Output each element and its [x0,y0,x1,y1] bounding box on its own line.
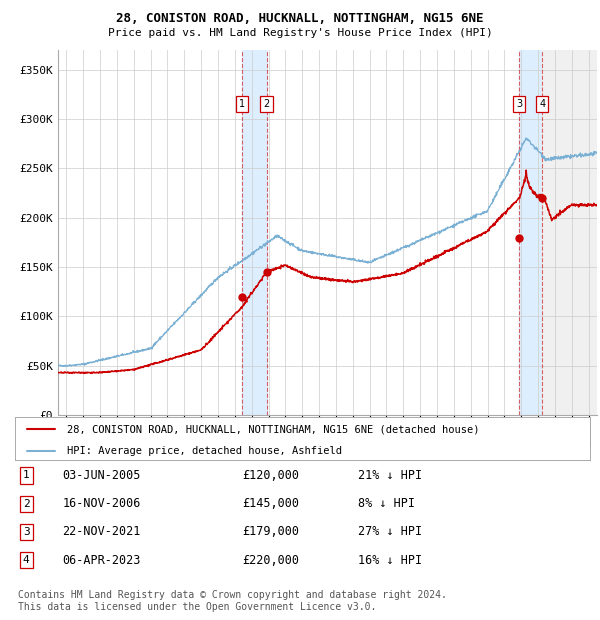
Text: 1: 1 [23,471,29,480]
Text: 28, CONISTON ROAD, HUCKNALL, NOTTINGHAM, NG15 6NE (detached house): 28, CONISTON ROAD, HUCKNALL, NOTTINGHAM,… [67,424,479,434]
Text: 22-NOV-2021: 22-NOV-2021 [62,525,140,538]
Text: 16% ↓ HPI: 16% ↓ HPI [358,554,422,567]
Text: 27% ↓ HPI: 27% ↓ HPI [358,525,422,538]
Text: 16-NOV-2006: 16-NOV-2006 [62,497,140,510]
Text: 3: 3 [516,99,523,109]
Text: 3: 3 [23,527,29,537]
Text: £179,000: £179,000 [242,525,299,538]
Bar [242,50,266,415]
Text: 4: 4 [23,555,29,565]
Bar [542,50,597,415]
Text: 06-APR-2023: 06-APR-2023 [62,554,140,567]
Text: £145,000: £145,000 [242,497,299,510]
Text: 21% ↓ HPI: 21% ↓ HPI [358,469,422,482]
Text: 2: 2 [23,498,29,508]
Text: £220,000: £220,000 [242,554,299,567]
Text: HPI: Average price, detached house, Ashfield: HPI: Average price, detached house, Ashf… [67,446,342,456]
Text: 2: 2 [263,99,269,109]
Text: 1: 1 [239,99,245,109]
Bar [520,50,542,415]
Text: 28, CONISTON ROAD, HUCKNALL, NOTTINGHAM, NG15 6NE: 28, CONISTON ROAD, HUCKNALL, NOTTINGHAM,… [116,12,484,25]
Text: 03-JUN-2005: 03-JUN-2005 [62,469,140,482]
Text: 8% ↓ HPI: 8% ↓ HPI [358,497,415,510]
Text: £120,000: £120,000 [242,469,299,482]
Text: 4: 4 [539,99,545,109]
Text: Contains HM Land Registry data © Crown copyright and database right 2024.
This d: Contains HM Land Registry data © Crown c… [18,590,447,611]
Text: Price paid vs. HM Land Registry's House Price Index (HPI): Price paid vs. HM Land Registry's House … [107,28,493,38]
